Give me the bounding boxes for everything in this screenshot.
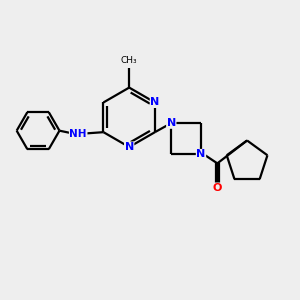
Text: CH₃: CH₃	[121, 56, 137, 65]
Text: O: O	[213, 183, 222, 193]
Text: NH: NH	[69, 129, 87, 139]
Text: N: N	[150, 98, 160, 107]
Text: N: N	[196, 149, 206, 160]
Text: N: N	[124, 142, 134, 152]
Text: N: N	[167, 118, 176, 128]
